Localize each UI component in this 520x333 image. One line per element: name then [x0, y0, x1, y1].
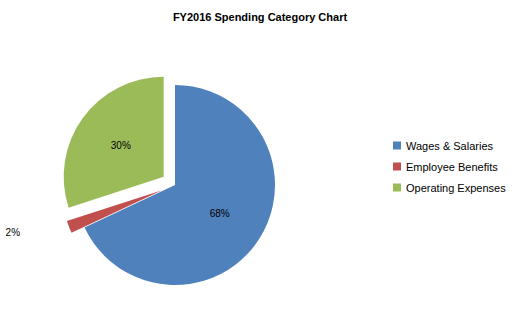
- svg-text:Employee Benefits: Employee Benefits: [406, 161, 498, 173]
- svg-text:FY2016 Spending Category Chart: FY2016 Spending Category Chart: [173, 11, 348, 23]
- svg-text:2%: 2%: [6, 227, 21, 238]
- svg-text:Operating Expenses: Operating Expenses: [406, 182, 506, 194]
- svg-text:68%: 68%: [210, 208, 230, 219]
- svg-text:Wages & Salaries: Wages & Salaries: [406, 140, 494, 152]
- svg-text:30%: 30%: [111, 140, 131, 151]
